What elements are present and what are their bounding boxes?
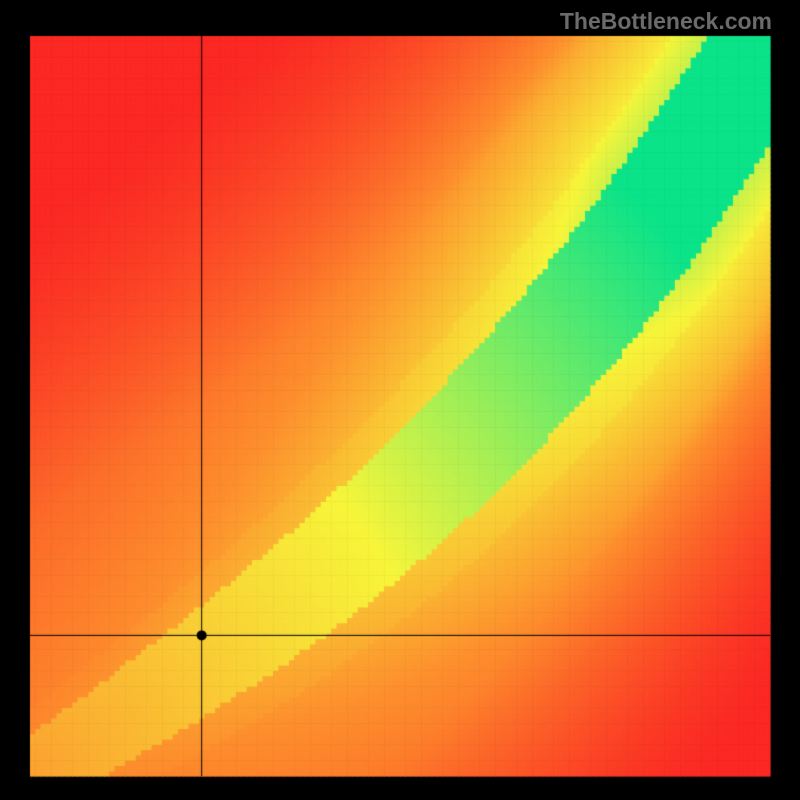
chart-container: TheBottleneck.com	[0, 0, 800, 800]
heatmap-canvas	[0, 0, 800, 800]
watermark-text: TheBottleneck.com	[560, 8, 772, 35]
